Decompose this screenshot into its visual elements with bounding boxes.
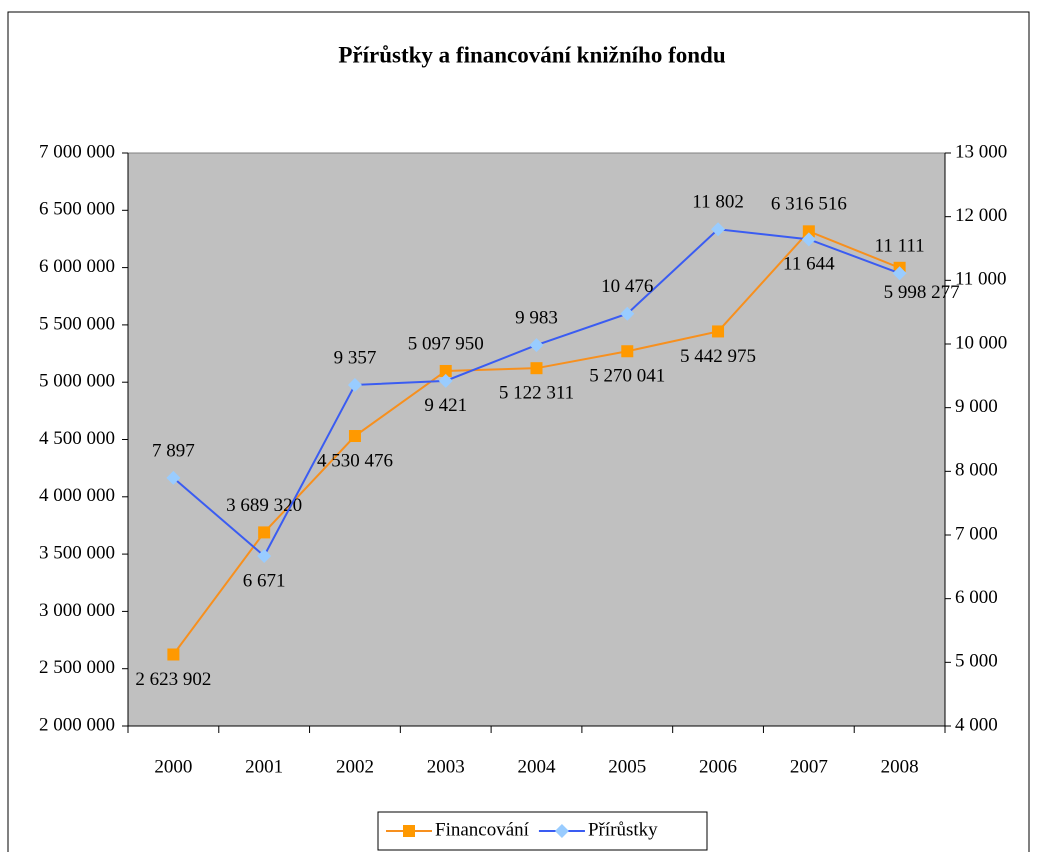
y-tick-label: 5 000 000 [39,371,115,392]
y-tick-label: 6 500 000 [39,199,115,220]
marker [347,377,362,392]
y2-tick-label: 13 000 [955,141,1007,162]
data-label: 9 357 [334,347,377,368]
marker [530,362,543,375]
data-label: 6 671 [243,570,286,591]
x-tick-label: 2002 [336,756,374,777]
x-tick-label: 2004 [518,756,557,777]
data-label: 11 802 [692,192,744,213]
data-label: 4 530 476 [317,450,393,471]
marker [621,345,634,358]
plot-area [127,152,946,727]
data-label: 5 998 277 [884,282,960,303]
y-tick-label: 2 000 000 [39,714,115,735]
legend-marker [403,825,415,837]
data-label: 5 122 311 [499,383,574,404]
y2-tick-label: 5 000 [955,651,998,672]
y2-tick-label: 11 000 [955,269,1007,290]
marker [348,430,361,443]
legend-label: Financování [435,819,530,840]
marker [438,373,453,388]
y-tick-label: 7 000 000 [39,141,115,162]
y-tick-label: 5 500 000 [39,313,115,334]
y-tick-label: 4 000 000 [39,485,115,506]
y-tick-label: 4 500 000 [39,428,115,449]
y2-tick-label: 9 000 [955,396,998,417]
x-tick-label: 2008 [881,756,919,777]
data-label: 9 983 [515,307,558,328]
y2-tick-label: 8 000 [955,460,998,481]
marker [166,470,181,485]
x-tick-label: 2000 [154,756,192,777]
marker [711,222,726,237]
marker [801,232,816,247]
x-tick-label: 2005 [608,756,646,777]
data-label: 5 270 041 [589,366,665,387]
data-label: 11 644 [783,254,835,275]
marker [802,225,815,238]
data-label: 5 442 975 [680,346,756,367]
marker [892,266,907,281]
data-label: 5 097 950 [408,333,484,354]
x-tick-label: 2006 [699,756,737,777]
marker [439,364,452,377]
y2-tick-label: 6 000 [955,587,998,608]
marker [529,338,544,353]
data-label: 3 689 320 [226,495,302,516]
chart-border [7,11,1030,852]
data-label: 10 476 [601,276,653,297]
legend-marker [554,824,569,838]
y-tick-label: 3 500 000 [39,542,115,563]
marker [620,306,635,321]
y2-tick-label: 4 000 [955,714,998,735]
y-tick-label: 2 500 000 [39,657,115,678]
marker [258,526,271,539]
y2-tick-label: 7 000 [955,523,998,544]
data-label: 7 897 [152,440,195,461]
x-tick-label: 2003 [427,756,465,777]
marker [712,325,725,338]
data-label: 9 421 [424,395,467,416]
legend-label: Přírůstky [588,819,658,840]
y2-tick-label: 10 000 [955,332,1007,353]
y2-tick-label: 12 000 [955,205,1007,226]
data-label: 6 316 516 [771,194,847,215]
data-label: 2 623 902 [135,669,211,690]
x-tick-label: 2001 [245,756,283,777]
chart-title: Přírůstky a financování knižního fondu [338,42,725,67]
y-tick-label: 6 000 000 [39,256,115,277]
marker [167,648,180,661]
data-label: 11 111 [875,236,925,257]
y-tick-label: 3 000 000 [39,600,115,621]
marker [257,548,272,563]
x-tick-label: 2007 [790,756,828,777]
